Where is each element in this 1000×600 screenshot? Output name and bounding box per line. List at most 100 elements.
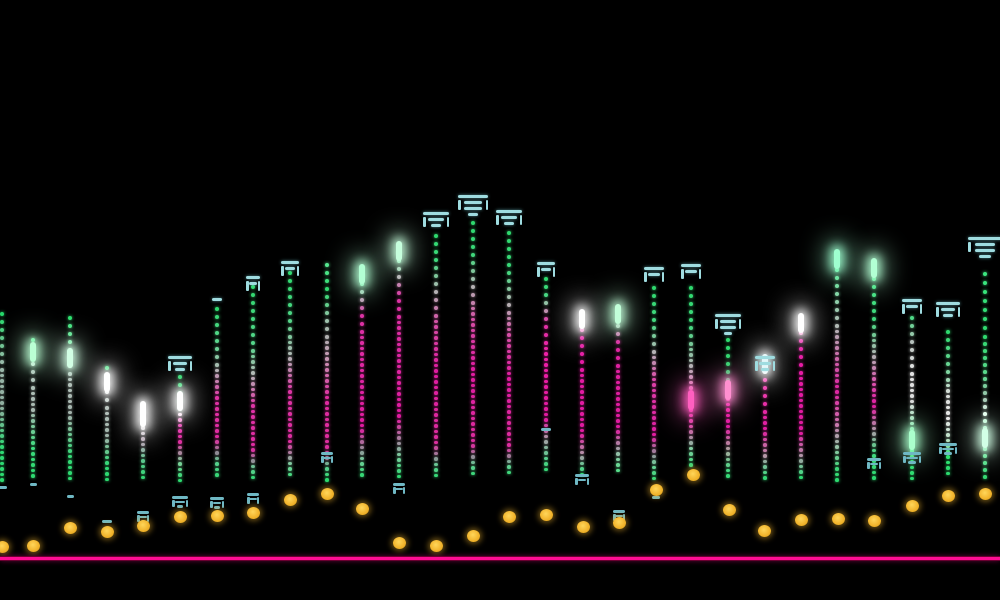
trail-dot: [725, 419, 731, 423]
trail-dot: [982, 447, 988, 451]
trail-dot: [0, 320, 4, 324]
trail-dot: [871, 393, 877, 397]
trail-dot: [983, 281, 987, 285]
ground-dot: [831, 513, 845, 525]
trail-dot: [798, 393, 804, 397]
trail-dot: [579, 406, 585, 410]
trail-dot: [615, 386, 621, 390]
trail-dot: [506, 349, 512, 353]
trail-dot: [982, 370, 988, 374]
trail-dot: [688, 380, 694, 384]
trail-dot: [325, 263, 329, 267]
trail-dot: [616, 324, 620, 328]
trail-dot: [250, 409, 256, 413]
marker-bar: [755, 356, 775, 359]
trail-dot: [433, 385, 439, 389]
trail-dot: [910, 340, 914, 344]
marker-bar: [652, 496, 660, 499]
trail-dot: [359, 434, 365, 438]
trail-dot: [287, 335, 293, 339]
ground-dot: [320, 488, 334, 500]
marker-bar: [172, 496, 188, 499]
trail-dot: [250, 475, 256, 479]
trail-dot: [324, 461, 330, 465]
trail-dot: [433, 347, 439, 351]
marker-bracket: [393, 486, 396, 494]
marker-bar: [395, 487, 403, 490]
trail-dot: [946, 346, 950, 350]
trail-dot: [909, 394, 915, 398]
marker-bracket: [902, 304, 905, 314]
trail-dot: [471, 237, 475, 241]
trail-dot: [835, 308, 839, 312]
ground-dot: [26, 540, 40, 552]
trail-dot: [834, 456, 840, 460]
trail-dot: [31, 338, 35, 342]
trail-dot: [688, 430, 694, 434]
trail-dot: [615, 380, 621, 384]
trail-dot: [982, 461, 988, 465]
trail-dot: [397, 267, 401, 271]
trail-dot: [324, 390, 330, 394]
trail-dot: [945, 438, 951, 442]
trail-dot: [871, 459, 877, 463]
trail-glow: [725, 380, 731, 400]
trail-dot: [433, 352, 439, 356]
trail-dot: [871, 448, 877, 452]
trail-dot: [615, 408, 621, 412]
trail-dot: [287, 384, 293, 388]
trail-dot: [983, 299, 987, 303]
trail-dot: [397, 259, 401, 263]
marker-bar: [248, 282, 258, 285]
trail-dot: [31, 362, 35, 366]
trail-dot: [506, 360, 512, 364]
trail-dot: [396, 474, 402, 478]
trail-dot: [983, 326, 987, 330]
trail-dot: [287, 346, 293, 350]
trail-dot: [360, 322, 364, 326]
trail-dot: [288, 287, 292, 291]
trail-dot: [433, 446, 439, 450]
trail-dot: [579, 379, 585, 383]
trail-dot: [324, 373, 330, 377]
marker-bar: [644, 267, 664, 270]
trail-dot: [0, 417, 5, 421]
trail-dot: [544, 285, 548, 289]
trail-glow: [615, 304, 621, 324]
trail-dot: [982, 356, 988, 360]
trail-dot: [543, 440, 549, 444]
trail-dot: [945, 394, 951, 398]
trail-dot: [834, 335, 840, 339]
trail-dot: [359, 473, 365, 477]
trail-dot: [945, 400, 951, 404]
trail-dot: [67, 383, 73, 387]
trail-dot: [359, 462, 365, 466]
trail-dot: [615, 441, 621, 445]
trail-dot: [506, 377, 512, 381]
trail-dot: [396, 359, 402, 363]
trail-dot: [651, 388, 657, 392]
trail-dot: [543, 434, 549, 438]
marker-bar: [464, 201, 482, 204]
marker-bar: [541, 428, 551, 431]
trail-dot: [506, 327, 512, 331]
marker-bar: [172, 362, 188, 365]
trail-dot: [798, 387, 804, 391]
trail-dot: [506, 404, 512, 408]
marker-bar: [615, 514, 623, 517]
trail-dot: [688, 463, 694, 467]
trail-dot: [140, 470, 146, 474]
trail-dot: [580, 328, 584, 332]
marker-bracket: [423, 217, 426, 227]
trail-dot: [359, 357, 365, 361]
trail-dot: [250, 448, 256, 452]
trail-dot: [909, 410, 915, 414]
trail-dot: [688, 413, 694, 417]
ground-dot: [100, 526, 114, 538]
trail-dot: [871, 355, 877, 359]
trail-dot: [324, 428, 330, 432]
trail-dot: [834, 401, 840, 405]
trail-dot: [506, 470, 512, 474]
trail-dot: [983, 290, 987, 294]
